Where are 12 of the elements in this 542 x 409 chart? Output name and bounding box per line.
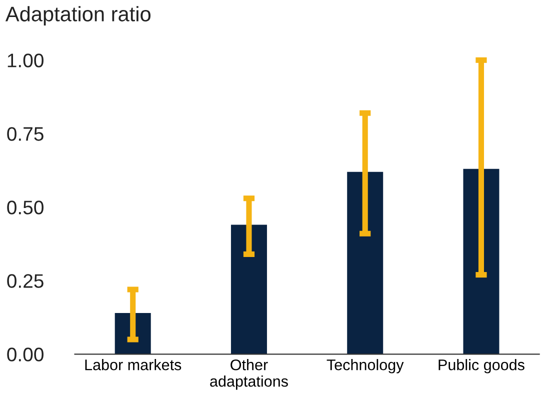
- x-tick-label: Technology: [326, 359, 404, 374]
- bar: [230, 224, 267, 354]
- y-tick-label: 1.00: [8, 54, 44, 68]
- y-tick-label: 0.00: [7, 348, 44, 362]
- x-tick-label: Other adaptations: [210, 359, 288, 390]
- x-tick-label: Public goods: [438, 359, 524, 374]
- x-tick-label: Labor markets: [85, 359, 182, 370]
- y-tick-label: 0.25: [7, 274, 44, 288]
- y-tick-label: 0.75: [7, 127, 44, 141]
- y-tick-label: 0.50: [7, 200, 44, 214]
- bar: [347, 172, 384, 354]
- chart-title: Adaptation ratio: [5, 6, 150, 26]
